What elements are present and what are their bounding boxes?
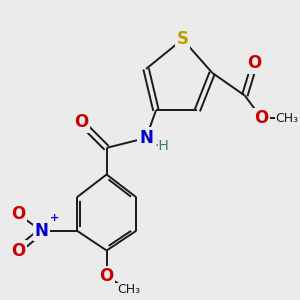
- Text: CH₃: CH₃: [117, 284, 140, 296]
- Text: CH₃: CH₃: [276, 112, 299, 125]
- Text: N: N: [34, 222, 48, 240]
- Text: +: +: [50, 213, 60, 223]
- Text: ·H: ·H: [154, 139, 169, 153]
- Text: N: N: [139, 129, 153, 147]
- Text: O: O: [74, 113, 88, 131]
- Text: O: O: [11, 205, 25, 223]
- Text: O: O: [254, 109, 269, 127]
- Text: O: O: [100, 267, 114, 285]
- Text: O: O: [248, 54, 262, 72]
- Text: O: O: [11, 242, 25, 260]
- Text: S: S: [177, 30, 189, 48]
